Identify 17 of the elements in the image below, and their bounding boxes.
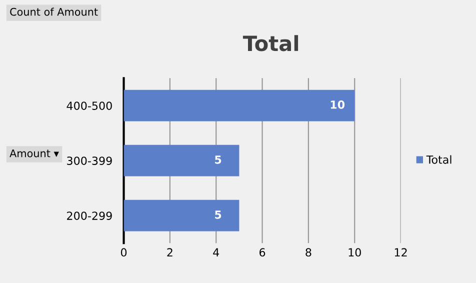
data-label: 10: [330, 100, 345, 109]
x-tick-label: 8: [306, 248, 312, 257]
x-tick-label: 2: [167, 248, 172, 256]
y-tick-label: 200-299: [67, 212, 112, 220]
chart-title: Total: [242, 35, 298, 52]
legend-label: Total: [426, 155, 452, 164]
data-label: 5: [215, 210, 222, 219]
x-tick-label: 12: [394, 248, 407, 256]
text: Count of Amount: [10, 8, 98, 16]
y-tick-label: 300-399: [67, 156, 112, 165]
x-tick-label: 4: [213, 248, 220, 256]
y-tick-label: 400-500: [66, 102, 112, 110]
data-label: 5: [215, 156, 222, 164]
text: Amount ▾: [10, 150, 59, 158]
x-tick-label: 10: [348, 248, 361, 257]
x-tick-label: 6: [260, 248, 266, 257]
x-tick-label: 0: [120, 248, 127, 257]
